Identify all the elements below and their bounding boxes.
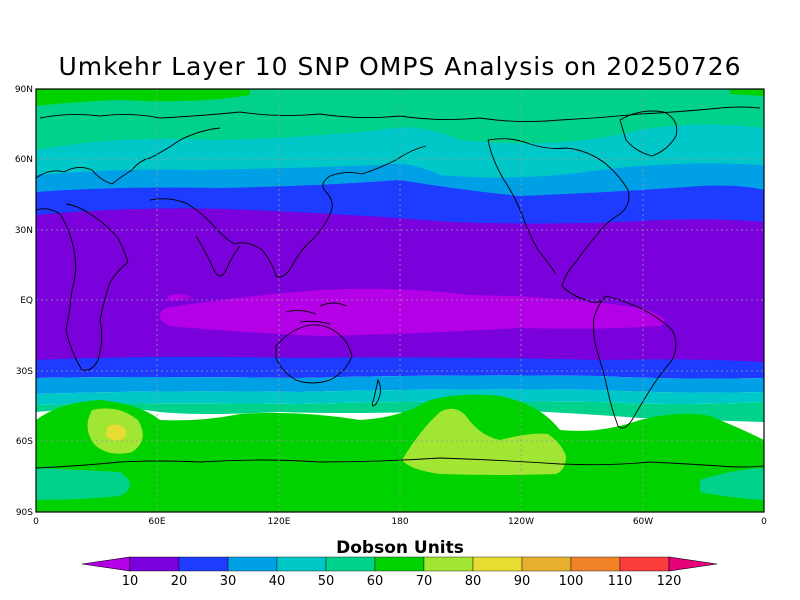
south-blue-band [36, 356, 764, 379]
equatorial-magenta-patch [159, 288, 665, 336]
magenta-small-patch [168, 294, 192, 301]
colorbar-tick-label: 110 [608, 574, 633, 589]
colorbar-tick-label: 60 [367, 574, 384, 589]
lat-label: 90S [16, 508, 33, 518]
colorbar-tick-label: 120 [657, 574, 682, 589]
coastline-indonesia [285, 302, 347, 325]
yellow-patch [106, 424, 127, 441]
southern-green-belt [36, 394, 764, 512]
colorbar-tick-label: 10 [122, 574, 139, 589]
lat-label: 30S [16, 367, 33, 377]
lat-label: 30N [15, 226, 33, 236]
south-teal-band [36, 401, 764, 422]
colorbar-swatch [178, 556, 229, 572]
coastline-north-america-west [487, 139, 557, 275]
south-polar-teal-east [700, 468, 764, 500]
colorbar-swatch [570, 556, 621, 572]
lon-label: 60E [148, 517, 165, 527]
colorbar-swatch [423, 556, 474, 572]
coastline-new-zealand [371, 378, 381, 407]
lat-label: EQ [20, 296, 33, 306]
colorbar-swatch [619, 556, 670, 572]
colorbar-swatch [325, 556, 376, 572]
lat-label: 90N [15, 85, 33, 95]
coastline-antarctica [36, 457, 764, 469]
coastline-australia [275, 324, 353, 384]
map-title: Umkehr Layer 10 SNP OMPS Analysis on 202… [58, 52, 742, 81]
coastline-europe [36, 127, 221, 185]
lon-label: 0 [33, 517, 39, 527]
colorbar-tick-label: 70 [416, 574, 433, 589]
north-green-patch-east [730, 89, 764, 96]
coastlines [36, 106, 764, 469]
coastline-arctic [39, 106, 761, 123]
colorbar-low-arrow [81, 556, 131, 572]
coastline-africa [36, 203, 129, 371]
colorbar-swatch [521, 556, 572, 572]
map-frame [35, 88, 765, 513]
colorbar-high-arrow [668, 556, 718, 572]
south-cyan-band [36, 389, 764, 405]
coastline-asia [149, 145, 427, 278]
colorbar: Dobson Units 10 20 30 40 50 60 70 80 90 100 110 120 [81, 538, 718, 589]
south-polar-teal [36, 468, 130, 500]
colorbar-swatch [374, 556, 425, 572]
colorbar-swatch [472, 556, 523, 572]
coastline-south-america [593, 295, 677, 429]
colorbar-swatch [227, 556, 278, 572]
colorbar-tick-label: 90 [514, 574, 531, 589]
lon-label: 60W [633, 517, 653, 527]
coastline-north-america [487, 138, 630, 303]
colorbar-tick-label: 40 [269, 574, 286, 589]
colorbar-tick-label: 20 [171, 574, 188, 589]
colorbar-tick-label: 30 [220, 574, 237, 589]
lon-axis: 0 60E 120E 180 120W 60W 0 [33, 517, 767, 527]
graticule [36, 89, 764, 512]
lon-label: 0 [761, 517, 767, 527]
lon-label: 180 [391, 517, 408, 527]
ozone-field [36, 89, 764, 512]
lon-label: 120W [508, 517, 534, 527]
lat-label: 60S [16, 437, 33, 447]
lat-label: 60N [15, 155, 33, 165]
coastline-greenland [619, 110, 678, 157]
colorbar-swatch [129, 556, 180, 572]
lon-label: 120E [268, 517, 291, 527]
colorbar-tick-label: 80 [465, 574, 482, 589]
coastline-india [195, 235, 241, 277]
lat-axis: 90N 60N 30N EQ 30S 60S 90S [15, 85, 33, 518]
colorbar-title: Dobson Units [336, 538, 464, 558]
colorbar-tick-label: 100 [559, 574, 584, 589]
colorbar-tick-label: 50 [318, 574, 335, 589]
north-green-patch [36, 89, 250, 106]
colorbar-swatch [276, 556, 327, 572]
